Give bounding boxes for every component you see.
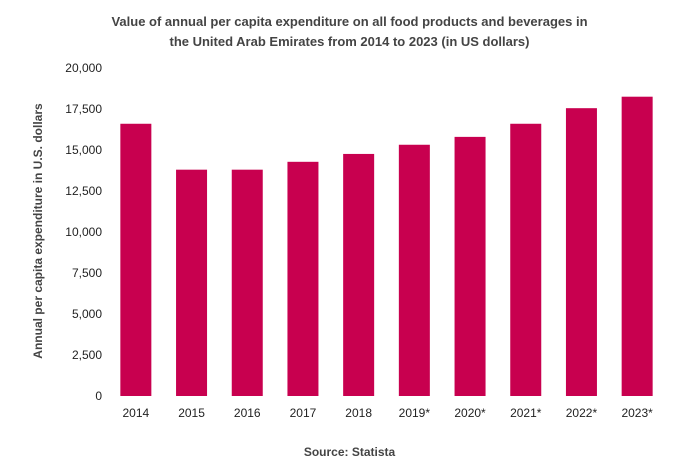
bar-2015 [176, 169, 208, 396]
chart-title: Value of annual per capita expenditure o… [0, 12, 699, 52]
bar-2023 [621, 96, 653, 396]
y-tick-label: 12,500 [65, 184, 102, 198]
y-axis-ticks: 0 2,500 5,000 7,500 10,000 12,500 15,000 17,500… [65, 61, 102, 403]
y-tick-label: 2,500 [72, 348, 102, 362]
x-tick-label: 2022* [566, 406, 598, 420]
y-tick-label: 15,000 [65, 143, 102, 157]
y-tick-label: 20,000 [65, 61, 102, 75]
bar-2022 [565, 108, 597, 397]
bar-2020 [454, 136, 486, 396]
x-tick-label: 2019* [399, 406, 431, 420]
chart-title-line-2: the United Arab Emirates from 2014 to 20… [169, 34, 530, 49]
y-tick-label: 5,000 [72, 307, 102, 321]
x-tick-label: 2015 [178, 406, 205, 420]
bar-2017 [287, 161, 319, 396]
y-tick-label: 10,000 [65, 225, 102, 239]
y-axis-label: Annual per capita expenditure in U.S. do… [31, 103, 45, 359]
source-note: Source: Statista [303, 445, 396, 459]
y-tick-label: 0 [95, 389, 102, 403]
bars [120, 96, 653, 397]
y-tick-label: 17,500 [65, 102, 102, 116]
x-tick-label: 2016 [234, 406, 261, 420]
bar-2014 [120, 123, 152, 396]
bar-2018 [343, 153, 375, 396]
chart-title-line-1: Value of annual per capita expenditure o… [111, 14, 588, 29]
y-tick-label: 7,500 [72, 266, 102, 280]
bar-2021 [510, 123, 542, 396]
x-tick-label: 2023* [621, 406, 653, 420]
bar-2016 [231, 169, 263, 396]
x-tick-label: 2020* [454, 406, 486, 420]
x-axis-ticks: 2014 2015 2016 2017 2018 2019* 2020* 2021* 2022*… [122, 406, 653, 420]
x-tick-label: 2014 [122, 406, 149, 420]
x-tick-label: 2021* [510, 406, 542, 420]
x-tick-label: 2017 [290, 406, 317, 420]
bar-2019 [398, 144, 430, 396]
x-tick-label: 2018 [345, 406, 372, 420]
